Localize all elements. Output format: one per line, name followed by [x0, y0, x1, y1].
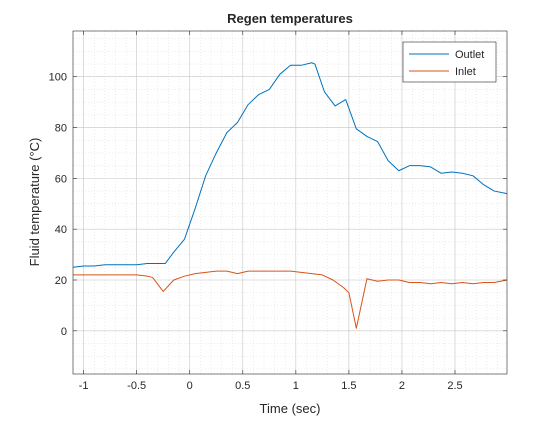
series-line-outlet — [72, 62, 508, 268]
x-axis-ticks: -1 -0.5 0 0.5 1 1.5 2 2.5 — [79, 31, 463, 392]
y-axis-ticks: 0 20 40 60 80 100 — [49, 72, 507, 338]
major-grid — [73, 31, 507, 374]
y-tick-label: 60 — [55, 173, 67, 185]
chart-title: Regen temperatures — [227, 11, 353, 26]
x-tick-label: -0.5 — [127, 380, 146, 392]
plot-area-background — [73, 31, 507, 374]
x-tick-label: -1 — [79, 380, 89, 392]
legend: Outlet Inlet — [402, 41, 497, 83]
legend-label-outlet: Outlet — [455, 49, 484, 61]
y-tick-label: 20 — [55, 275, 67, 287]
y-tick-label: 100 — [49, 72, 67, 84]
series-layer — [72, 62, 508, 329]
y-tick-label: 80 — [55, 123, 67, 135]
series-line-inlet — [73, 270, 508, 329]
y-axis-label: Fluid temperature (°C) — [27, 138, 42, 267]
y-tick-label: 0 — [61, 326, 67, 338]
legend-label-inlet: Inlet — [455, 66, 476, 78]
x-tick-label: 0 — [187, 380, 193, 392]
x-tick-label: 2.5 — [447, 380, 462, 392]
legend-box — [402, 41, 497, 83]
plot-area-border — [72, 30, 508, 375]
x-tick-label: 0.5 — [235, 380, 250, 392]
x-tick-label: 1.5 — [341, 380, 356, 392]
y-tick-label: 40 — [55, 224, 67, 236]
x-axis-label: Time (sec) — [260, 401, 321, 416]
x-tick-label: 2 — [399, 380, 405, 392]
x-tick-label: 1 — [293, 380, 299, 392]
